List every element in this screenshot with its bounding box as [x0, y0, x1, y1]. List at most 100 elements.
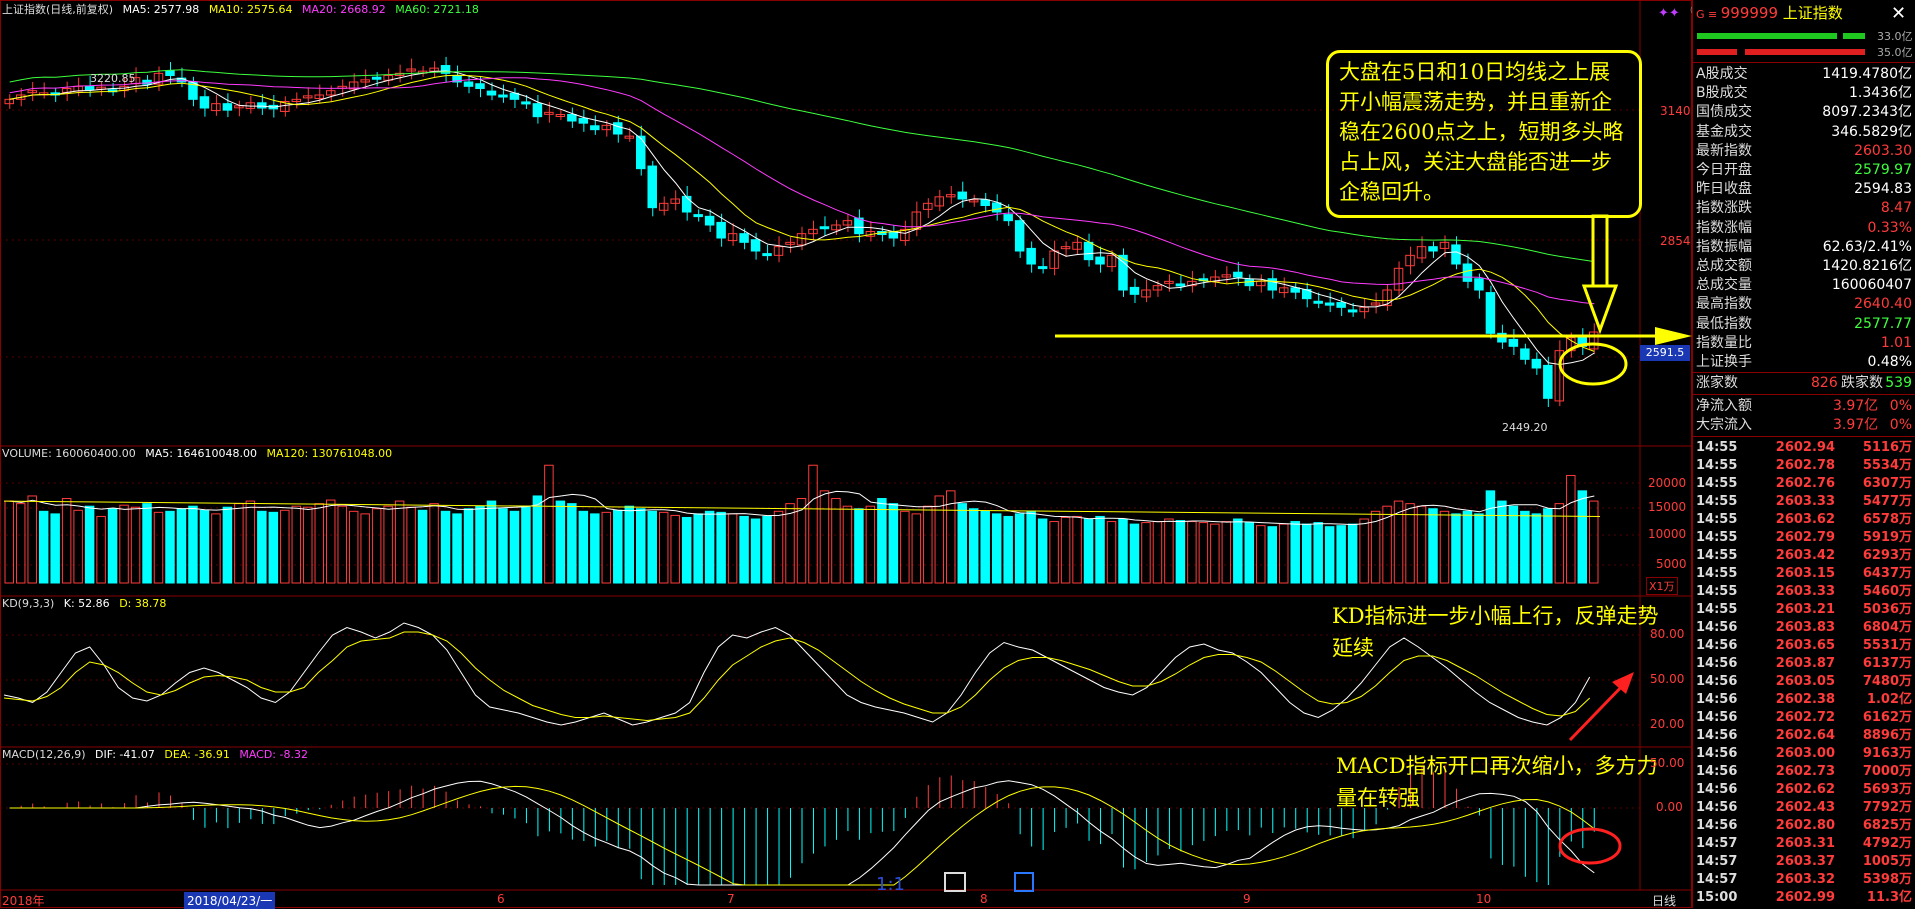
candle-body: [153, 72, 164, 85]
volume-bar: [1428, 508, 1438, 584]
volume-bar: [1187, 521, 1197, 584]
candlestick-chart[interactable]: [0, 0, 1692, 908]
volume-bar: [1095, 515, 1105, 584]
stat-row: 最高指数 2640.40: [1693, 295, 1915, 314]
stat-row: 国债成交 8097.2343亿: [1693, 103, 1915, 122]
tick-time: 14:56: [1696, 638, 1738, 653]
volume-bar: [808, 464, 818, 584]
stat-value: 1420.8216亿: [1822, 258, 1912, 274]
candle-body: [1439, 241, 1450, 249]
volume-bar: [1233, 518, 1243, 584]
tick-price: 2602.38: [1775, 692, 1835, 707]
volume-bar: [1531, 513, 1542, 584]
candle-body: [1382, 289, 1392, 307]
bar-green-2: [1843, 33, 1865, 39]
tick-time: 14:57: [1696, 836, 1738, 851]
stat-label: 指数振幅: [1696, 238, 1752, 255]
volume-bar: [865, 505, 876, 584]
volume-header: VOLUME: 160060400.00 MA5: 164610048.00 M…: [2, 447, 398, 460]
ratio-button[interactable]: 1:1: [876, 874, 905, 895]
volume-bar: [452, 513, 462, 584]
volume-bar: [1451, 513, 1461, 584]
stat-row: 指数振幅 62.63/2.41%: [1693, 238, 1915, 257]
volume-bar: [1462, 510, 1473, 584]
volume-bar: [50, 513, 60, 584]
volume-bar: [636, 508, 646, 584]
volume-bar: [567, 503, 577, 584]
stat-label: 指数量比: [1696, 334, 1752, 351]
stat-value: 1.3436亿: [1849, 85, 1912, 102]
volume-bar: [291, 505, 302, 584]
x-axis-month-6: 6: [497, 892, 505, 906]
volume-bar: [1577, 490, 1588, 584]
bar-green: [1697, 33, 1837, 39]
candle-body: [819, 226, 830, 230]
chart-title: 上证指数(日线,前复权): [2, 3, 114, 16]
volume-bar: [1003, 515, 1013, 584]
stat-row: B股成交 1.3436亿: [1693, 84, 1915, 103]
tick-volume: 9163万: [1862, 746, 1912, 761]
candle-body: [1543, 364, 1553, 399]
tick-price: 2602.78: [1775, 458, 1835, 473]
stat-value: 2579.97: [1854, 162, 1912, 178]
volume-bar: [1324, 526, 1335, 584]
stat-row: 基金成交 346.5829亿: [1693, 123, 1915, 142]
ma60-line: [9, 69, 1595, 263]
star-icon[interactable]: ✦✦: [1658, 6, 1680, 21]
stat-label: 上证换手: [1696, 354, 1752, 370]
draw-tool-icon[interactable]: [1014, 872, 1034, 892]
macd-axis-50: 50.00: [1650, 756, 1685, 770]
volume-bar: [1508, 505, 1519, 584]
kd-d-label: D: 38.78: [119, 597, 167, 610]
fullscreen-icon[interactable]: [944, 872, 966, 892]
bar-red: [1697, 49, 1737, 55]
candle-body: [325, 90, 336, 96]
close-icon[interactable]: ✕: [1891, 3, 1907, 24]
candle-body: [1233, 271, 1243, 278]
tick-time: 15:00: [1696, 890, 1738, 905]
tick-price: 2603.15: [1775, 566, 1835, 581]
candle-body: [1393, 267, 1404, 291]
period-label[interactable]: 日线: [1652, 894, 1677, 908]
volume-bar: [647, 510, 657, 584]
tick-volume: 4792万: [1862, 836, 1912, 851]
divider: [1693, 372, 1915, 373]
stat-row: 指数涨跌 8.47: [1693, 199, 1915, 218]
tick-volume: 5693万: [1862, 782, 1912, 797]
tick-row: 14:55 2603.33 5477万: [1693, 493, 1915, 511]
tick-time: 14:56: [1696, 692, 1738, 707]
candle-body: [670, 198, 680, 204]
stat-value: 346.5829亿: [1831, 123, 1912, 140]
tick-time: 14:56: [1696, 818, 1738, 833]
tick-price: 2602.76: [1775, 476, 1835, 491]
tick-time: 14:55: [1696, 566, 1738, 581]
volume-bar: [303, 506, 313, 584]
arrow-right-icon: [1655, 327, 1692, 345]
candle-body: [739, 233, 749, 243]
candle-body: [1370, 302, 1381, 306]
volume-bar: [968, 508, 979, 584]
candle-body: [452, 75, 462, 83]
tick-time: 14:56: [1696, 656, 1738, 671]
candle-body: [808, 228, 818, 235]
volume-bar: [234, 503, 244, 584]
volume-bar: [325, 499, 336, 584]
stat-value: 2640.40: [1854, 296, 1912, 313]
chart-area[interactable]: 上证指数(日线,前复权) MA5: 2577.98 MA10: 2575.64 …: [0, 0, 1700, 909]
kd-axis-80: 80.00: [1650, 627, 1685, 641]
candle-body: [1279, 287, 1289, 294]
volume-bar: [888, 503, 899, 584]
flow-value: 3.97亿: [1833, 398, 1879, 414]
tick-row: 14:55 2602.79 5919万: [1693, 529, 1915, 547]
tick-row: 14:55 2602.76 6307万: [1693, 475, 1915, 493]
candle-body: [1405, 254, 1415, 267]
volume-bar: [716, 511, 726, 584]
volume-bar: [1439, 510, 1450, 584]
candle-body: [1520, 348, 1530, 360]
candle-body: [1416, 246, 1427, 259]
candle-body: [968, 199, 979, 203]
volume-bar: [1083, 518, 1094, 584]
volume-bar: [348, 510, 359, 584]
tick-volume: 11.3亿: [1866, 890, 1912, 905]
volume-bar: [1347, 523, 1358, 584]
